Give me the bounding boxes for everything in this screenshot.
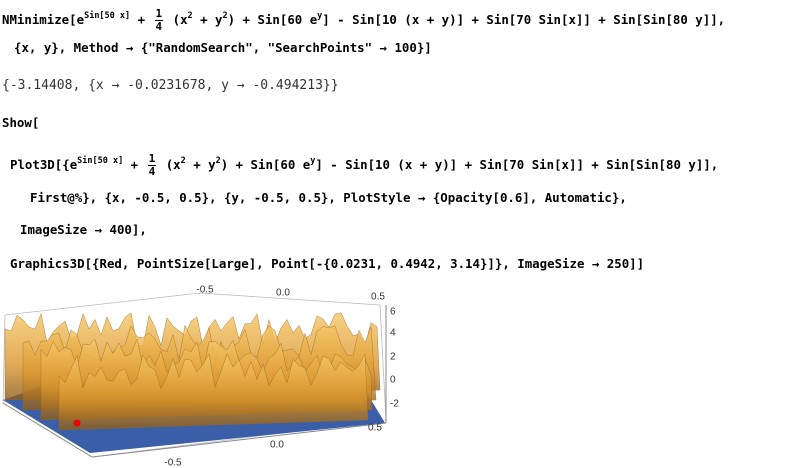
code-line: First@%}, {x, -0.5, 0.5}, {y, -0.5, 0.5}… <box>30 190 627 205</box>
axis-tick-label: 0 <box>390 375 396 386</box>
minimum-point <box>73 419 81 427</box>
code-text: First@%}, {x, -0.5, 0.5}, {y, -0.5, 0.5}… <box>30 190 627 205</box>
code-text: {x, y}, Method → {"RandomSearch", "Searc… <box>14 40 432 55</box>
code-text: Show[ <box>2 115 40 130</box>
code-text: ) + Sin[60 e <box>220 157 311 172</box>
code-text: ] - Sin[10 (x + y)] + Sin[70 Sin[x]] + S… <box>322 12 726 27</box>
axis-tick-label: 0.5 <box>371 292 385 303</box>
numerator: 1 <box>147 152 157 166</box>
axis-tick-label: -0.5 <box>196 285 214 296</box>
axis-tick-label: 2 <box>390 352 396 363</box>
box-edge <box>2 402 93 458</box>
axis-tick-label: 6 <box>390 307 396 318</box>
code-text: ) + Sin[60 e <box>227 12 318 27</box>
code-text: (x <box>158 157 181 172</box>
output-line: {-3.14408, {x → -0.0231678, y → -0.49421… <box>2 78 339 93</box>
code-text: NMinimize[ <box>2 12 77 27</box>
code-text: + y <box>192 12 223 27</box>
code-text: + <box>123 157 146 172</box>
superscript: 2 <box>187 11 193 21</box>
surface <box>4 312 381 431</box>
code-text: e <box>76 12 85 27</box>
superscript: 2 <box>215 156 221 166</box>
superscript: 2 <box>222 11 228 21</box>
code-text: Plot3D[{ <box>10 157 70 172</box>
code-text: + <box>130 12 153 27</box>
denominator: 4 <box>155 20 163 33</box>
axis-tick-label: 0.5 <box>368 423 382 434</box>
axis-tick-label: 0.0 <box>276 288 290 299</box>
box-edge <box>91 422 387 458</box>
surface-band <box>58 353 369 431</box>
code-line: Show[ <box>2 115 39 130</box>
superscript: 2 <box>180 156 186 166</box>
code-text: (x <box>165 12 188 27</box>
axis-tick-label: -2 <box>390 399 399 410</box>
superscript: Sin[50 x] <box>84 11 131 21</box>
code-text: e <box>69 157 78 172</box>
denominator: 4 <box>148 165 156 178</box>
code-text: + y <box>185 157 216 172</box>
axis-tick-label: 0.0 <box>270 440 284 451</box>
code-line: ImageSize → 400], <box>20 222 147 237</box>
superscript: y <box>317 11 323 21</box>
axis-tick-label: -0.5 <box>164 458 182 468</box>
code-line: Graphics3D[{Red, PointSize[Large], Point… <box>10 256 644 271</box>
superscript: Sin[50 x] <box>77 156 124 166</box>
axis-tick-label: 4 <box>390 328 396 339</box>
code-text: ] - Sin[10 (x + y)] + Sin[70 Sin[x]] + S… <box>315 157 719 172</box>
code-text: Graphics3D[{Red, PointSize[Large], Point… <box>10 256 645 271</box>
code-line: {x, y}, Method → {"RandomSearch", "Searc… <box>14 40 432 55</box>
plot-3d: -0.5 0.0 0.5 6 4 2 0 -2 0.5 0.0 -0.5 <box>2 285 399 468</box>
code-text: {-3.14408, {x → -0.0231678, y → -0.49421… <box>2 78 339 93</box>
numerator: 1 <box>154 7 164 21</box>
code-text: ImageSize → 400], <box>20 222 147 237</box>
superscript: y <box>310 156 316 166</box>
